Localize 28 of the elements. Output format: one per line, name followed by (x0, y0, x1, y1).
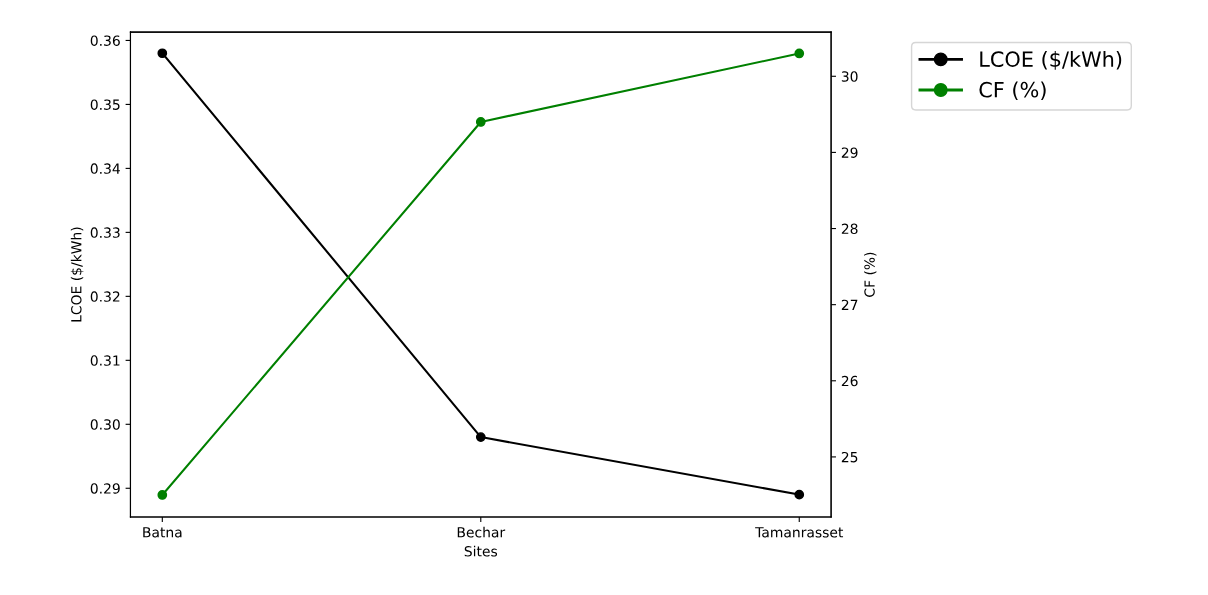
y-tick-label: 0.31 (90, 355, 120, 366)
y-tick-label: 0.32 (90, 291, 120, 302)
point (475, 432, 486, 442)
y2-tick-label: 27 (841, 299, 858, 310)
x-tick-label: Bechar (457, 526, 506, 538)
x-tick-label: Batna (143, 527, 182, 538)
y2-tick-label: 30 (841, 71, 858, 82)
y-tick-label: 0.34 (90, 163, 120, 174)
y-tick-label: 0.35 (90, 99, 120, 110)
point (794, 48, 805, 59)
y2-tick-label: 25 (841, 451, 858, 463)
legend-label: LCOE ($/kWh) (980, 50, 1122, 70)
point (475, 117, 486, 127)
point (794, 489, 805, 500)
y-tick-label: 0.30 (90, 419, 120, 430)
y2-tick-label: 29 (841, 147, 858, 158)
x-axis-title: Sites (464, 545, 498, 557)
y-tick-label: 0.33 (90, 227, 120, 238)
legend-label: CF (%) (979, 81, 1046, 101)
x-tick-label: Tamanrasset (755, 527, 844, 538)
y2-tick-label: 28 (841, 223, 858, 235)
y2-tick-label: 26 (841, 375, 858, 387)
y-axis-title: LCOE ($/kWh) (70, 227, 84, 322)
y-tick-label: 0.36 (90, 35, 120, 46)
y2-axis-title: CF (%) (864, 252, 877, 297)
y-tick-label: 0.29 (90, 483, 120, 494)
point (157, 48, 168, 59)
point (157, 490, 168, 500)
